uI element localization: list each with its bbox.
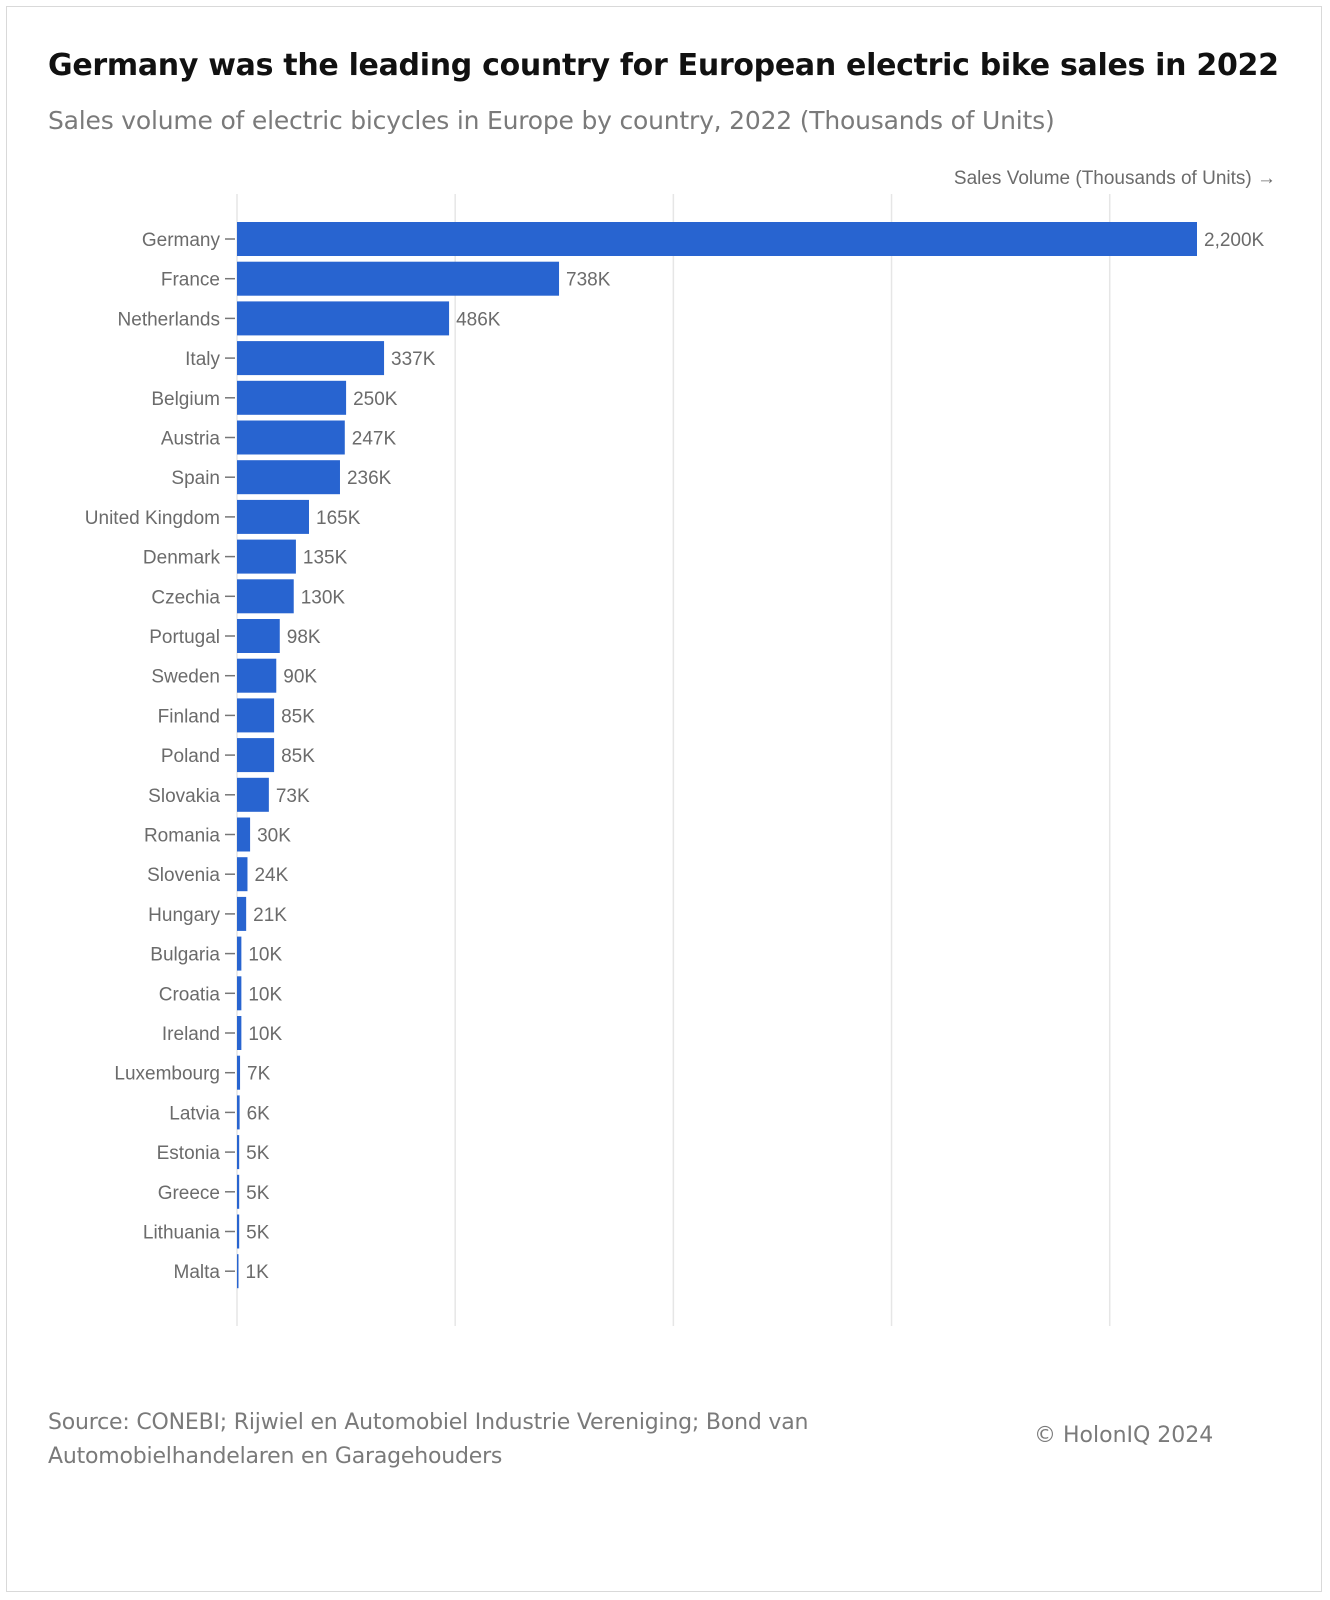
bar-croatia: [237, 976, 242, 1011]
bar-latvia: [237, 1095, 240, 1130]
data-label: 1K: [246, 1262, 270, 1283]
data-label: 7K: [247, 1064, 271, 1085]
data-label: 10K: [248, 984, 282, 1005]
bar-france: [237, 261, 560, 296]
y-tick-label: Denmark: [143, 548, 221, 569]
y-tick-label: Austria: [161, 429, 221, 450]
y-tick-label: Poland: [161, 746, 220, 767]
data-label: 10K: [248, 945, 282, 966]
data-label: 236K: [347, 468, 392, 489]
bar-poland: [237, 738, 275, 773]
data-label: 98K: [287, 627, 321, 648]
data-label: 85K: [281, 746, 315, 767]
chart-title: Germany was the leading country for Euro…: [48, 48, 1279, 83]
bar-bulgaria: [237, 936, 242, 971]
bar-luxembourg: [237, 1055, 241, 1090]
bar-chart: Sales Volume (Thousands of Units) → Germa…: [85, 168, 1276, 1326]
bar-estonia: [237, 1135, 240, 1170]
y-tick-label: Sweden: [151, 667, 220, 688]
data-label: 337K: [391, 349, 436, 370]
chart-subtitle: Sales volume of electric bicycles in Eur…: [48, 106, 1055, 135]
data-label: 2,200K: [1204, 230, 1265, 251]
y-tick-label: Ireland: [162, 1024, 220, 1045]
data-label: 85K: [281, 706, 315, 727]
data-label: 738K: [566, 270, 611, 291]
y-tick-label: Slovenia: [147, 865, 220, 886]
x-axis-title: Sales Volume (Thousands of Units) →: [954, 168, 1276, 189]
data-label: 90K: [283, 667, 317, 688]
y-tick-label: Italy: [185, 349, 220, 370]
bar-italy: [237, 341, 385, 376]
source-note: Source: CONEBI; Rijwiel en Automobiel In…: [48, 1410, 809, 1469]
labels: Sales Volume (Thousands of Units) → Germa…: [85, 168, 1276, 1283]
y-tick-label: Lithuania: [143, 1223, 221, 1244]
data-label: 6K: [247, 1103, 271, 1124]
y-tick-label: Spain: [171, 468, 220, 489]
y-tick-label: Latvia: [169, 1103, 220, 1124]
y-tick-label: Hungary: [148, 905, 220, 926]
y-tick-label: Luxembourg: [114, 1064, 220, 1085]
bar-denmark: [237, 539, 296, 574]
bar-czechia: [237, 579, 294, 614]
y-tick-label: Netherlands: [118, 309, 220, 330]
bar-malta: [237, 1254, 239, 1289]
y-tick-label: Portugal: [149, 627, 220, 648]
bar-united-kingdom: [237, 499, 309, 534]
y-tick-label: Greece: [158, 1183, 220, 1204]
data-label: 5K: [246, 1183, 270, 1204]
y-tick-label: Germany: [142, 230, 221, 251]
chart-card: [6, 6, 1322, 1592]
y-tick-label: Czechia: [151, 587, 220, 608]
y-tick-label: Slovakia: [148, 786, 220, 807]
data-label: 30K: [257, 826, 291, 847]
data-label: 73K: [276, 786, 310, 807]
data-label: 130K: [301, 587, 346, 608]
data-label: 5K: [246, 1223, 270, 1244]
data-label: 5K: [246, 1143, 270, 1164]
bar-sweden: [237, 658, 277, 693]
bar-germany: [237, 222, 1197, 256]
data-label: 135K: [303, 548, 348, 569]
bar-hungary: [237, 896, 247, 931]
bar-spain: [237, 460, 340, 495]
bar-netherlands: [237, 301, 450, 336]
y-tick-label: Estonia: [157, 1143, 221, 1164]
y-tick-label: Croatia: [159, 984, 221, 1005]
y-tick-label: Belgium: [151, 389, 220, 410]
data-label: 247K: [352, 429, 397, 450]
bar-slovenia: [237, 857, 248, 892]
data-label: 250K: [353, 389, 398, 410]
bar-austria: [237, 420, 345, 455]
y-tick-label: Bulgaria: [150, 945, 220, 966]
data-label: 24K: [254, 865, 288, 886]
y-tick-label: United Kingdom: [85, 508, 220, 529]
data-label: 10K: [248, 1024, 282, 1045]
bar-finland: [237, 698, 275, 733]
bar-greece: [237, 1174, 240, 1209]
data-label: 165K: [316, 508, 361, 529]
bar-romania: [237, 817, 251, 852]
bar-ireland: [237, 1016, 242, 1050]
y-tick-label: France: [161, 270, 220, 291]
y-tick-label: Finland: [158, 706, 220, 727]
bar-belgium: [237, 380, 347, 415]
bar-lithuania: [237, 1214, 240, 1249]
data-label: 486K: [456, 309, 501, 330]
bars: [237, 222, 1197, 1289]
y-tick-label: Romania: [144, 826, 220, 847]
data-label: 21K: [253, 905, 287, 926]
y-tick-label: Malta: [174, 1262, 221, 1283]
bar-portugal: [237, 619, 280, 653]
copyright-note: © HolonIQ 2024: [1034, 1423, 1214, 1448]
bar-slovakia: [237, 777, 269, 812]
